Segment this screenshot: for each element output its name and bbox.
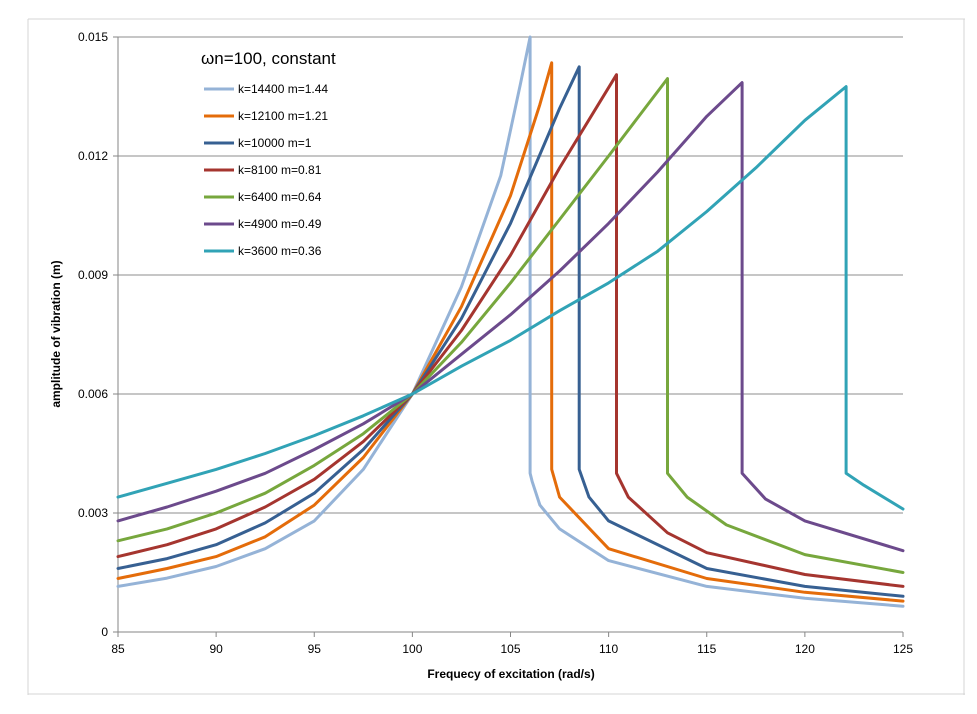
legend-label-4: k=8100 m=0.81 — [238, 163, 322, 177]
y-tick-labels: 0 0.003 0.006 0.009 0.012 0.015 — [78, 30, 108, 639]
series-line-4 — [116, 73, 905, 588]
y-tick-label: 0 — [101, 625, 108, 639]
x-tick-label: 105 — [500, 642, 520, 656]
series-lines — [116, 35, 905, 608]
x-tick-label: 85 — [111, 642, 125, 656]
legend-items: k=14400 m=1.44 k=12100 m=1.21 k=10000 m=1 k… — [204, 82, 328, 258]
x-tick-label: 110 — [599, 642, 618, 656]
y-tick-label: 0.006 — [78, 387, 108, 401]
series-line-5 — [116, 77, 905, 574]
x-tick-label: 100 — [402, 642, 422, 656]
series-line-7 — [116, 85, 905, 511]
x-tick-label: 115 — [697, 642, 716, 656]
series-line-6 — [116, 81, 905, 553]
x-tick-label: 95 — [308, 642, 322, 656]
x-tick-label: 90 — [209, 642, 223, 656]
x-tick-labels: 85 90 95 100 105 110 115 120 125 — [111, 642, 913, 656]
y-axis-title: amplitude of vibration (m) — [49, 260, 63, 407]
legend-label-3: k=10000 m=1 — [238, 136, 312, 150]
x-axis-title: Frequecy of excitation (rad/s) — [427, 667, 594, 681]
series-line-2 — [116, 61, 905, 603]
legend: ωn=100, constant k=14400 m=1.44 k=12100 m… — [201, 49, 336, 258]
y-tick-label: 0.009 — [78, 268, 108, 282]
series-line-3 — [116, 65, 905, 598]
legend-label-1: k=14400 m=1.44 — [238, 82, 328, 96]
axes — [113, 36, 904, 637]
series-line-1 — [116, 35, 905, 608]
y-tick-label: 0.003 — [78, 506, 108, 520]
legend-label-5: k=6400 m=0.64 — [238, 190, 322, 204]
legend-label-2: k=12100 m=1.21 — [238, 109, 328, 123]
x-tick-label: 125 — [893, 642, 913, 656]
y-tick-label: 0.015 — [78, 30, 108, 44]
legend-label-7: k=3600 m=0.36 — [238, 244, 322, 258]
x-tick-label: 120 — [795, 642, 815, 656]
y-tick-label: 0.012 — [78, 149, 108, 163]
legend-title: ωn=100, constant — [201, 49, 336, 68]
gridlines — [118, 36, 903, 514]
legend-label-6: k=4900 m=0.49 — [238, 217, 322, 231]
